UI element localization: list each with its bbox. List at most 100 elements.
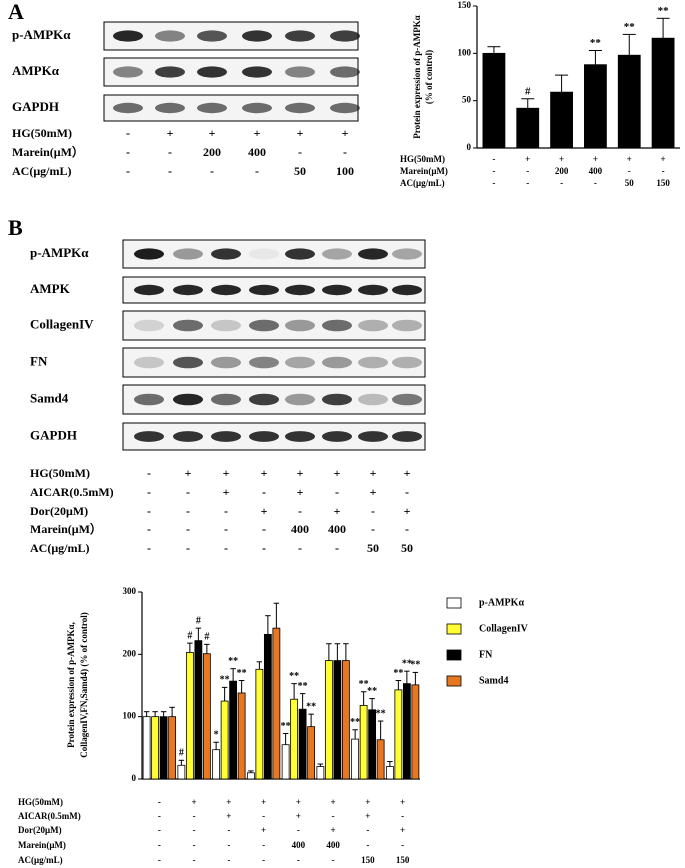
- blot-band: [285, 66, 315, 78]
- blot-label: AMPK: [30, 281, 71, 296]
- treatment-cell: +: [342, 126, 349, 140]
- blot-band: [242, 30, 272, 42]
- blot-band: [392, 319, 422, 332]
- treatment-cell: +: [404, 466, 411, 480]
- significance-mark: **: [367, 686, 377, 697]
- blot-band: [285, 431, 315, 442]
- treatment-cell: -: [126, 145, 130, 159]
- treatment-cell: -: [594, 178, 597, 188]
- blot-band: [242, 102, 272, 114]
- treatment-cell: -: [193, 811, 196, 821]
- blot-band: [134, 393, 164, 406]
- treatment-cell: -: [366, 840, 369, 850]
- bar: [185, 652, 194, 780]
- treatment-cell: +: [404, 504, 411, 518]
- blot-band: [358, 431, 388, 442]
- y-tick-label: 0: [467, 142, 472, 152]
- treatment-cell: -: [401, 840, 404, 850]
- treatment-label: Marein(μM）: [30, 521, 102, 536]
- treatment-cell: +: [365, 797, 370, 807]
- blot-band: [155, 102, 185, 114]
- significance-mark: **: [359, 679, 369, 690]
- treatment-cell: -: [492, 154, 495, 164]
- treatment-cell: +: [331, 825, 336, 835]
- legend-label: CollagenIV: [479, 623, 529, 634]
- blot-band: [322, 393, 352, 406]
- y-tick-label: 150: [458, 0, 472, 10]
- blot-label: CollagenIV: [30, 316, 94, 331]
- treatment-cell: -: [405, 485, 409, 499]
- blot-band: [249, 248, 279, 260]
- treatment-label: Marein(μM）: [12, 144, 84, 159]
- treatment-cell: 400: [248, 145, 266, 159]
- blot-frame: [103, 94, 359, 122]
- bar: [651, 37, 675, 149]
- significance-mark: **: [228, 656, 238, 667]
- treatment-cell: -: [262, 811, 265, 821]
- treatment-cell: -: [298, 504, 302, 518]
- treatment-cell: -: [343, 145, 347, 159]
- blot-band: [249, 284, 279, 296]
- treatment-cell: -: [224, 504, 228, 518]
- significance-mark: **: [590, 37, 602, 49]
- treatment-cell: -: [526, 166, 529, 176]
- treatment-cell: +: [261, 504, 268, 518]
- blot-frame: [103, 21, 359, 51]
- treatment-label: Marein(μM): [400, 166, 448, 176]
- treatment-cell: +: [331, 797, 336, 807]
- treatment-cell: -: [401, 811, 404, 821]
- treatment-label: HG(50mM): [30, 466, 90, 480]
- bar: [341, 660, 350, 780]
- treatment-cell: +: [297, 466, 304, 480]
- bar: [584, 64, 607, 149]
- blot-band: [392, 393, 422, 406]
- significance-mark: **: [220, 675, 230, 686]
- legend-swatch: [446, 597, 462, 609]
- legend-swatch: [446, 623, 462, 635]
- treatment-cell: -: [186, 541, 190, 555]
- significance-mark: **: [393, 668, 403, 679]
- treatment-cell: +: [400, 825, 405, 835]
- treatment-cell: -: [262, 541, 266, 555]
- treatment-cell: 150: [396, 855, 410, 865]
- treatment-cell: +: [223, 485, 230, 499]
- blot-label: p-AMPKα: [12, 27, 71, 42]
- treatment-cell: -: [366, 825, 369, 835]
- treatment-cell: -: [147, 504, 151, 518]
- blot-label: GAPDH: [12, 99, 59, 114]
- treatment-label: HG(50mM): [18, 797, 63, 807]
- treatment-cell: -: [126, 126, 130, 140]
- blot-band: [173, 431, 203, 442]
- treatment-cell: -: [224, 522, 228, 536]
- treatment-cell: -: [262, 485, 266, 499]
- blot-band: [155, 66, 185, 78]
- blot-band: [242, 66, 272, 78]
- treatment-cell: -: [492, 166, 495, 176]
- treatment-cell: -: [126, 164, 130, 178]
- treatment-cell: -: [262, 840, 265, 850]
- blot-band: [358, 248, 388, 260]
- treatment-cell: -: [298, 541, 302, 555]
- treatment-cell: +: [185, 466, 192, 480]
- significance-mark: **: [306, 701, 316, 712]
- blot-band: [249, 319, 279, 332]
- blot-band: [134, 431, 164, 442]
- treatment-cell: -: [526, 178, 529, 188]
- treatment-cell: 50: [367, 541, 379, 555]
- treatment-cell: -: [186, 485, 190, 499]
- treatment-cell: -: [168, 145, 172, 159]
- blot-band: [134, 356, 164, 369]
- blot-band: [322, 431, 352, 442]
- bar: [229, 680, 238, 780]
- legend-label: FN: [479, 649, 493, 660]
- treatment-cell: -: [297, 855, 300, 865]
- blot-band: [211, 431, 241, 442]
- significance-mark: **: [298, 681, 308, 692]
- y-tick-label: 50: [462, 95, 472, 105]
- bar: [159, 716, 168, 780]
- treatment-cell: -: [158, 840, 161, 850]
- bar: [151, 716, 160, 780]
- treatment-cell: 150: [361, 855, 375, 865]
- panel-label: A: [8, 0, 24, 24]
- treatment-cell: -: [158, 825, 161, 835]
